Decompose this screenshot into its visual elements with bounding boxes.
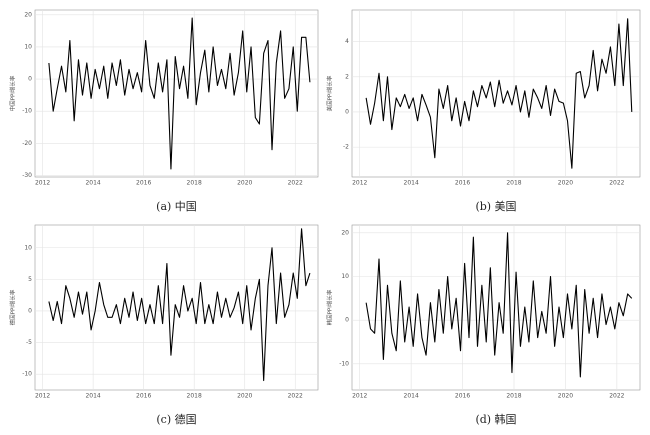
plot-area bbox=[34, 9, 319, 178]
y-tick-label: 20 bbox=[341, 229, 349, 236]
x-tick-label: 2018 bbox=[506, 180, 521, 187]
y-tick-label: 0 bbox=[28, 76, 32, 83]
data-line bbox=[48, 17, 311, 170]
x-tick-label: 2020 bbox=[237, 393, 252, 400]
y-tick-label: 2 bbox=[345, 73, 349, 80]
y-axis-label: 中国PPI增长率 bbox=[9, 75, 17, 111]
x-tick-label: 2012 bbox=[352, 180, 367, 187]
panel: -10 -5 0 5 10 2012 2014 2016 2018 2020 2022 德国PPI增长… bbox=[9, 224, 319, 426]
x-tick-label: 2014 bbox=[85, 393, 100, 400]
y-tick-label: 0 bbox=[345, 317, 349, 324]
y-tick-label: 10 bbox=[24, 43, 32, 50]
caption: (c) 德国 bbox=[156, 412, 196, 426]
x-tick-label: 2020 bbox=[558, 393, 573, 400]
y-tick-label: 10 bbox=[24, 244, 32, 251]
y-tick-label: 0 bbox=[345, 108, 349, 115]
x-tick-label: 2022 bbox=[288, 393, 303, 400]
y-tick-label: -10 bbox=[339, 360, 349, 367]
x-tick-label: 2014 bbox=[85, 180, 100, 187]
x-tick-label: 2012 bbox=[352, 393, 367, 400]
y-axis-label: 德国PPI增长率 bbox=[9, 289, 17, 325]
x-tick-label: 2012 bbox=[35, 393, 50, 400]
x-tick-label: 2014 bbox=[404, 393, 419, 400]
y-tick-label: 10 bbox=[341, 273, 349, 280]
caption: (a) 中国 bbox=[156, 200, 197, 213]
y-tick-label: 0 bbox=[28, 307, 32, 314]
x-tick-label: 2016 bbox=[136, 180, 151, 187]
plot-area bbox=[351, 9, 641, 178]
y-tick-label: -5 bbox=[26, 339, 32, 346]
x-tick-label: 2012 bbox=[35, 180, 50, 187]
x-tick-label: 2018 bbox=[187, 180, 202, 187]
x-tick-label: 2022 bbox=[288, 180, 303, 187]
caption: (b) 美国 bbox=[475, 200, 516, 213]
panel: -2 0 2 4 2012 2014 2016 2018 2020 2022 美国PPI增长率 (b)… bbox=[326, 9, 641, 213]
x-tick-label: 2020 bbox=[237, 180, 252, 187]
y-tick-label: 5 bbox=[28, 276, 32, 283]
x-tick-label: 2018 bbox=[187, 393, 202, 400]
y-tick-label: -10 bbox=[22, 371, 32, 378]
y-tick-label: 4 bbox=[345, 38, 349, 45]
caption: (d) 韩国 bbox=[475, 412, 516, 426]
y-tick-label: 20 bbox=[24, 11, 32, 18]
x-tick-label: 2016 bbox=[455, 180, 470, 187]
y-axis-label: 美国PPI增长率 bbox=[326, 75, 334, 111]
x-tick-label: 2022 bbox=[609, 180, 624, 187]
y-tick-label: -2 bbox=[343, 144, 349, 151]
x-tick-label: 2016 bbox=[455, 393, 470, 400]
x-tick-label: 2020 bbox=[558, 180, 573, 187]
data-line bbox=[365, 18, 633, 169]
x-tick-label: 2014 bbox=[404, 180, 419, 187]
panel: -30 -20 -10 0 10 20 2012 2014 2016 2018 2020 2022 中国… bbox=[9, 9, 319, 213]
y-tick-label: -20 bbox=[22, 140, 32, 147]
data-line bbox=[365, 232, 633, 378]
y-tick-label: -30 bbox=[22, 172, 32, 179]
plot-area bbox=[351, 224, 641, 391]
x-tick-label: 2022 bbox=[609, 393, 624, 400]
x-tick-label: 2016 bbox=[136, 393, 151, 400]
y-tick-label: -10 bbox=[22, 108, 32, 115]
y-axis-label: 韩国PPI增长率 bbox=[326, 289, 334, 325]
x-tick-label: 2018 bbox=[506, 393, 521, 400]
panel: -10 0 10 20 2012 2014 2016 2018 2020 2022 韩国PPI增长率… bbox=[326, 224, 641, 426]
data-line bbox=[48, 228, 311, 382]
